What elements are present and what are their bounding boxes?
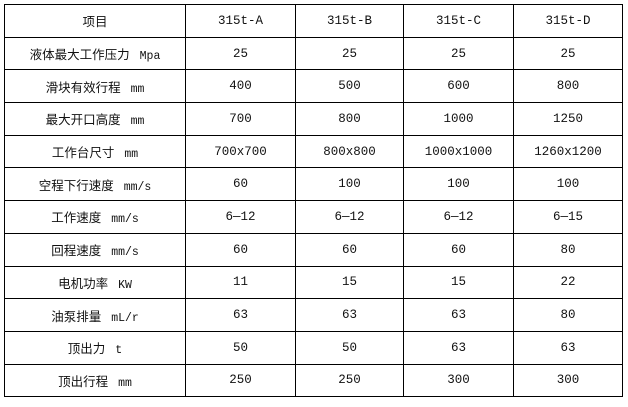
row-label-cell: 滑块有效行程 mm: [4, 69, 186, 104]
row-label-cell: 顶出力 t: [4, 330, 186, 365]
value-cell: 80: [513, 298, 623, 332]
header-cell: 315t-A: [185, 4, 296, 38]
value-cell: 25: [185, 36, 296, 71]
value-cell: 800x800: [295, 134, 404, 169]
value-cell: 63: [403, 330, 514, 365]
row-label-cell: 回程速度 mm/s: [4, 232, 186, 267]
header-cell: 项目: [4, 4, 186, 38]
row-label-cell: 空程下行速度 mm/s: [4, 167, 186, 202]
row-label: 回程速度: [51, 243, 102, 259]
header-cell: 315t-C: [403, 4, 514, 38]
value-cell: 50: [295, 330, 404, 365]
value-cell: 1000: [403, 102, 514, 136]
value-cell: 25: [295, 36, 404, 71]
value-cell: 800: [513, 69, 623, 104]
value-cell: 25: [513, 36, 623, 71]
value-cell: 25: [403, 36, 514, 71]
value-cell: 63: [513, 330, 623, 365]
header-cell: 315t-D: [513, 4, 623, 38]
table-row: 工作速度 mm/s 6—12 6—12 6—12 6—15: [4, 200, 623, 234]
table-row: 顶出行程 mm 250 250 300 300: [4, 363, 623, 398]
specifications-table: 项目 315t-A 315t-B 315t-C 315t-D 液体最大工作压力 M…: [4, 4, 623, 398]
value-cell: 100: [295, 167, 404, 202]
value-cell: 100: [513, 167, 623, 202]
value-cell: 63: [295, 298, 404, 332]
value-cell: 15: [403, 265, 514, 300]
value-cell: 400: [185, 69, 296, 104]
value-cell: 100: [403, 167, 514, 202]
row-label: 顶出行程: [58, 373, 109, 389]
row-label-cell: 最大开口高度 mm: [4, 102, 186, 136]
value-cell: 300: [513, 363, 623, 398]
value-cell: 250: [295, 363, 404, 398]
header-cell: 315t-B: [295, 4, 404, 38]
value-cell: 60: [403, 232, 514, 267]
value-cell: 1000x1000: [403, 134, 514, 169]
value-cell: 700x700: [185, 134, 296, 169]
row-unit: mm: [130, 82, 145, 96]
value-cell: 1250: [513, 102, 623, 136]
row-label: 工作速度: [51, 210, 102, 226]
value-cell: 15: [295, 265, 404, 300]
value-cell: 250: [185, 363, 296, 398]
value-cell: 500: [295, 69, 404, 104]
row-unit: mm/s: [111, 213, 139, 227]
row-label: 最大开口高度: [45, 112, 121, 128]
row-label: 油泵排量: [51, 308, 102, 324]
value-cell: 50: [185, 330, 296, 365]
table-row: 顶出力 t 50 50 63 63: [4, 330, 623, 365]
row-unit: KW: [118, 278, 132, 292]
table-row: 液体最大工作压力 Mpa 25 25 25 25: [4, 36, 623, 71]
table-row: 空程下行速度 mm/s 60 100 100 100: [4, 167, 623, 202]
header-row: 项目 315t-A 315t-B 315t-C 315t-D: [4, 4, 623, 38]
row-label-cell: 工作台尺寸 mm: [4, 134, 186, 169]
value-cell: 300: [403, 363, 514, 398]
table-row: 滑块有效行程 mm 400 500 600 800: [4, 69, 623, 104]
row-unit: t: [115, 344, 123, 358]
value-cell: 60: [295, 232, 404, 267]
value-cell: 6—12: [403, 200, 514, 234]
value-cell: 11: [185, 265, 296, 300]
row-label: 工作台尺寸: [51, 145, 115, 161]
table-row: 最大开口高度 mm 700 800 1000 1250: [4, 102, 623, 136]
row-label-cell: 电机功率 KW: [4, 265, 186, 300]
value-cell: 6—12: [295, 200, 404, 234]
row-label-cell: 顶出行程 mm: [4, 363, 186, 398]
row-unit: mm/s: [111, 246, 139, 260]
value-cell: 6—12: [185, 200, 296, 234]
row-unit: mm/s: [123, 180, 152, 194]
value-cell: 63: [403, 298, 514, 332]
value-cell: 60: [185, 167, 296, 202]
row-unit: Mpa: [139, 50, 161, 64]
table-row: 回程速度 mm/s 60 60 60 80: [4, 232, 623, 267]
row-unit: mL/r: [111, 311, 139, 325]
value-cell: 700: [185, 102, 296, 136]
row-label: 电机功率: [58, 275, 109, 291]
row-unit: mm: [130, 115, 145, 129]
row-unit: mm: [124, 148, 139, 162]
table-row: 电机功率 KW 11 15 15 22: [4, 265, 623, 300]
value-cell: 6—15: [513, 200, 623, 234]
row-label: 空程下行速度: [38, 177, 114, 193]
row-label: 滑块有效行程: [45, 79, 121, 95]
row-label-cell: 工作速度 mm/s: [4, 200, 186, 234]
table-row: 油泵排量 mL/r 63 63 63 80: [4, 298, 623, 332]
value-cell: 1260x1200: [513, 134, 623, 169]
value-cell: 80: [513, 232, 623, 267]
value-cell: 63: [185, 298, 296, 332]
row-label: 液体最大工作压力: [29, 47, 130, 63]
row-label-cell: 油泵排量 mL/r: [4, 298, 186, 332]
row-label: 顶出力: [67, 341, 106, 357]
value-cell: 800: [295, 102, 404, 136]
row-label-cell: 液体最大工作压力 Mpa: [4, 36, 186, 71]
row-unit: mm: [118, 376, 132, 390]
table-row: 工作台尺寸 mm 700x700 800x800 1000x1000 1260x1200: [4, 134, 623, 169]
value-cell: 22: [513, 265, 623, 300]
value-cell: 60: [185, 232, 296, 267]
value-cell: 600: [403, 69, 514, 104]
